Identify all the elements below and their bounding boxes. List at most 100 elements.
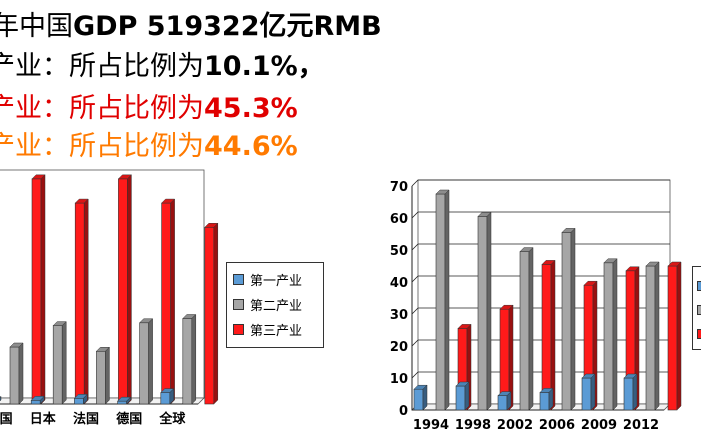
chart-1-bar	[645, 265, 656, 411]
legend-label: 第三产业	[250, 323, 303, 339]
chart-0-bar-side	[105, 346, 110, 405]
chart-1-y-tick-label: 10	[390, 372, 408, 387]
chart-1-x-tick-label: 2012	[623, 418, 659, 433]
headline-tertiary-share: 产业：所占比例为44.6%	[0, 131, 298, 162]
chart-0-bar	[161, 202, 171, 405]
chart-0-bar-side	[18, 342, 24, 405]
chart-1-y-tick-label: 40	[390, 276, 408, 291]
chart-1-gridline-diag	[411, 371, 419, 379]
chart-1-bar	[603, 262, 614, 411]
chart-1-bar-side	[528, 246, 534, 411]
chart-1-bar-side	[444, 189, 450, 411]
legend-item-secondary: 第二产业	[233, 296, 303, 314]
chart-1-bar	[477, 216, 488, 411]
chart-0-bar-side	[83, 198, 89, 405]
chart-1-bar-side	[612, 258, 618, 411]
chart-0-bar	[52, 325, 63, 405]
chart-1-bar	[667, 265, 678, 411]
chart-1-x-tick-label: 1994	[413, 418, 449, 433]
legend-swatch	[233, 323, 244, 335]
chart-1-bar-side	[570, 227, 576, 411]
chart-1-bar-side	[590, 373, 596, 411]
chart-1-gridline-diag	[411, 307, 419, 315]
legend-swatch	[233, 298, 244, 310]
chart-0-bar-side	[126, 396, 131, 405]
chart-1-x-tick-label: 2002	[497, 418, 533, 433]
chart-0-bar-side	[40, 174, 46, 405]
legend-item-tertiary: 第三产业	[233, 321, 303, 339]
chart-0-x-tick-label: 日本	[30, 411, 56, 427]
chart-0-x-tick-label: 全球	[158, 411, 186, 427]
chart-1-gridline-diag	[411, 179, 419, 187]
chart-1-y-tick-label: 0	[399, 404, 408, 419]
chart-0-bar	[182, 318, 193, 405]
chart-1-gridline-diag	[411, 275, 419, 283]
chart-0-bar-side	[127, 174, 132, 405]
chart-1-bar-side	[486, 211, 492, 411]
chart-1-bar-side	[676, 261, 682, 411]
chart-0-bar-side	[83, 393, 88, 405]
chart-1-bar	[497, 395, 508, 411]
legend-label: 第二产业	[250, 298, 303, 314]
chart-0-bar-side	[213, 222, 219, 405]
chart-1-y-tick-label: 50	[390, 244, 408, 259]
chart-1-bar	[581, 377, 592, 411]
chart-0-bar-side	[39, 395, 45, 405]
headline-primary-share: 产业：所占比例为10.1%，	[0, 51, 325, 82]
chart-0-bar	[204, 227, 215, 405]
chart-1-bar	[455, 385, 466, 411]
chart-1-bar-side	[422, 384, 428, 411]
chart-1-bar	[561, 232, 572, 411]
chart-1-y-tick-label: 60	[390, 212, 408, 227]
chart-1-y-tick-label: 70	[390, 180, 408, 195]
legend-left-chart: 第一产业 第二产业 第三产业	[226, 262, 324, 348]
legend-swatch	[233, 273, 244, 285]
legend-right-chart	[692, 266, 701, 350]
chart-1-x-tick-label: 2006	[539, 418, 575, 433]
chart-1-x-tick-label: 2009	[581, 418, 617, 433]
chart-0-bar	[139, 322, 149, 405]
chart-1-bar-side	[508, 304, 514, 411]
legend-swatch	[697, 281, 701, 291]
legend-swatch	[697, 329, 701, 339]
chart-1-y-tick-label: 20	[390, 340, 408, 355]
chart-0-bar	[30, 399, 41, 405]
chart-1-bar-side	[506, 390, 512, 411]
chart-1-gridline-diag	[411, 339, 419, 347]
chart-0-bar	[118, 178, 128, 405]
chart-0-bar	[9, 346, 20, 405]
chart-1-bar-side	[550, 259, 556, 411]
chart-0-bar-side	[191, 313, 197, 405]
legend-label: 第一产业	[250, 273, 303, 289]
legend-item-primary: 第一产业	[233, 271, 303, 289]
chart-0-bar-side	[61, 321, 67, 405]
chart-0-bar-side	[169, 387, 175, 405]
chart-1-bar	[435, 193, 446, 411]
chart-1-bar	[539, 392, 550, 411]
chart-0-bar	[74, 397, 84, 405]
chart-0-bar-side	[148, 318, 153, 405]
chart-0-bar-side	[0, 395, 2, 402]
chart-0-bar	[96, 350, 106, 405]
chart-1-bar-side	[548, 387, 554, 411]
chart-0-bar	[31, 178, 42, 405]
chart-1-bar-side	[632, 373, 638, 411]
headline-gdp: 年中国GDP 519322亿元RMB	[0, 11, 382, 42]
chart-1-bar-side	[464, 381, 470, 411]
chart-0-bar	[117, 400, 127, 405]
headline-secondary-share: 产业：所占比例为45.3%	[0, 93, 298, 124]
chart-0-bar-side	[170, 198, 175, 405]
chart-0-bar	[160, 392, 171, 405]
chart-0-bar	[74, 202, 85, 405]
chart-1-bar-side	[654, 261, 660, 411]
chart-0-x-tick-label: 德国	[116, 411, 142, 427]
chart-1-x-tick-label: 1998	[455, 418, 491, 433]
chart-1-bar	[519, 251, 530, 411]
chart-0-x-tick-label: 美国	[0, 411, 13, 427]
chart-1-bar	[623, 377, 634, 411]
legend-swatch	[697, 305, 701, 315]
chart-1-gridline-diag	[411, 211, 419, 219]
chart-0-x-tick-label: 法国	[73, 411, 99, 427]
chart-1-gridline-diag	[411, 243, 419, 251]
